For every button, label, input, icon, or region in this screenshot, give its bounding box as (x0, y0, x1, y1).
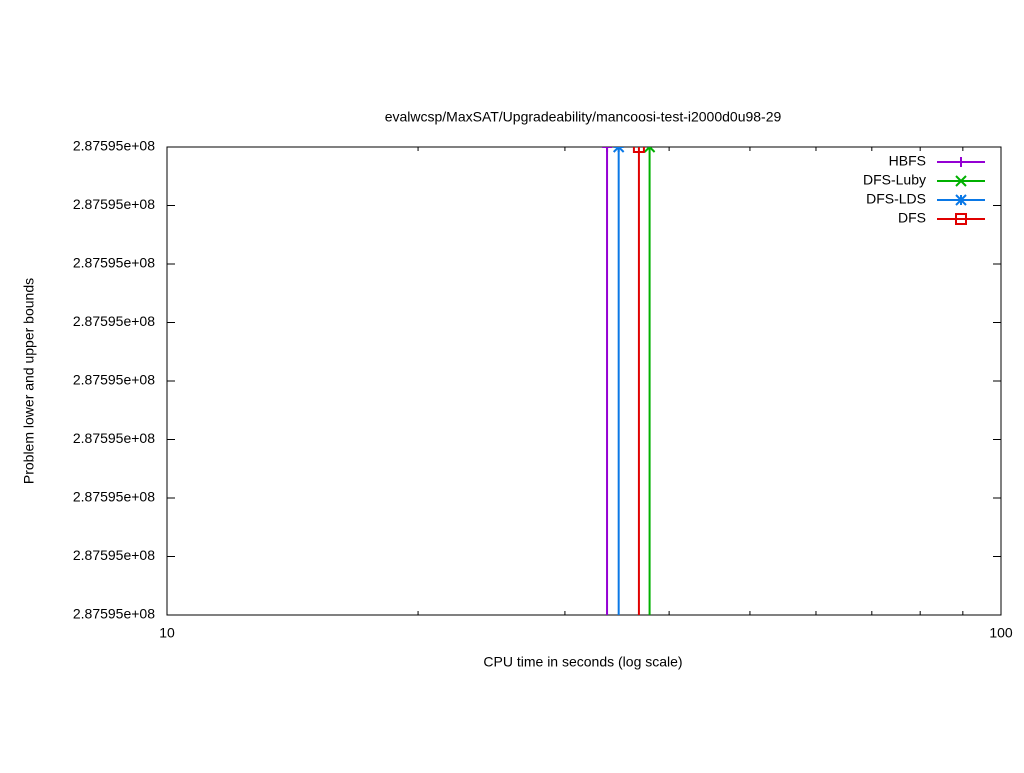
legend-label: DFS (898, 210, 926, 226)
point (632, 147, 645, 153)
y-tick-label: 2.87595e+08 (73, 313, 155, 329)
y-tick-label: 2.87595e+08 (73, 606, 155, 622)
y-tick-label: 2.87595e+08 (73, 138, 155, 154)
legend-label: HBFS (889, 153, 926, 169)
x-axis-label: CPU time in seconds (log scale) (483, 654, 682, 670)
point (643, 147, 656, 153)
x-tick-label: 100 (989, 625, 1013, 641)
legend-label: DFS-LDS (866, 191, 926, 207)
y-axis-label: Problem lower and upper bounds (21, 278, 37, 484)
legend-marker (955, 175, 967, 187)
plot-area (602, 147, 656, 615)
legend-marker (955, 194, 967, 206)
y-tick-label: 2.87595e+08 (73, 547, 155, 563)
x-tick-label: 10 (159, 625, 175, 641)
y-tick-label: 2.87595e+08 (73, 255, 155, 271)
legend-marker (955, 213, 967, 225)
legend-label: DFS-Luby (863, 172, 926, 188)
y-tick-label: 2.87595e+08 (73, 196, 155, 212)
chart-title: evalwcsp/MaxSAT/Upgradeability/mancoosi-… (385, 109, 782, 125)
legend-marker (956, 157, 966, 167)
point (602, 147, 613, 152)
y-tick-label: 2.87595e+08 (73, 430, 155, 446)
y-tick-label: 2.87595e+08 (73, 372, 155, 388)
y-tick-label: 2.87595e+08 (73, 489, 155, 505)
